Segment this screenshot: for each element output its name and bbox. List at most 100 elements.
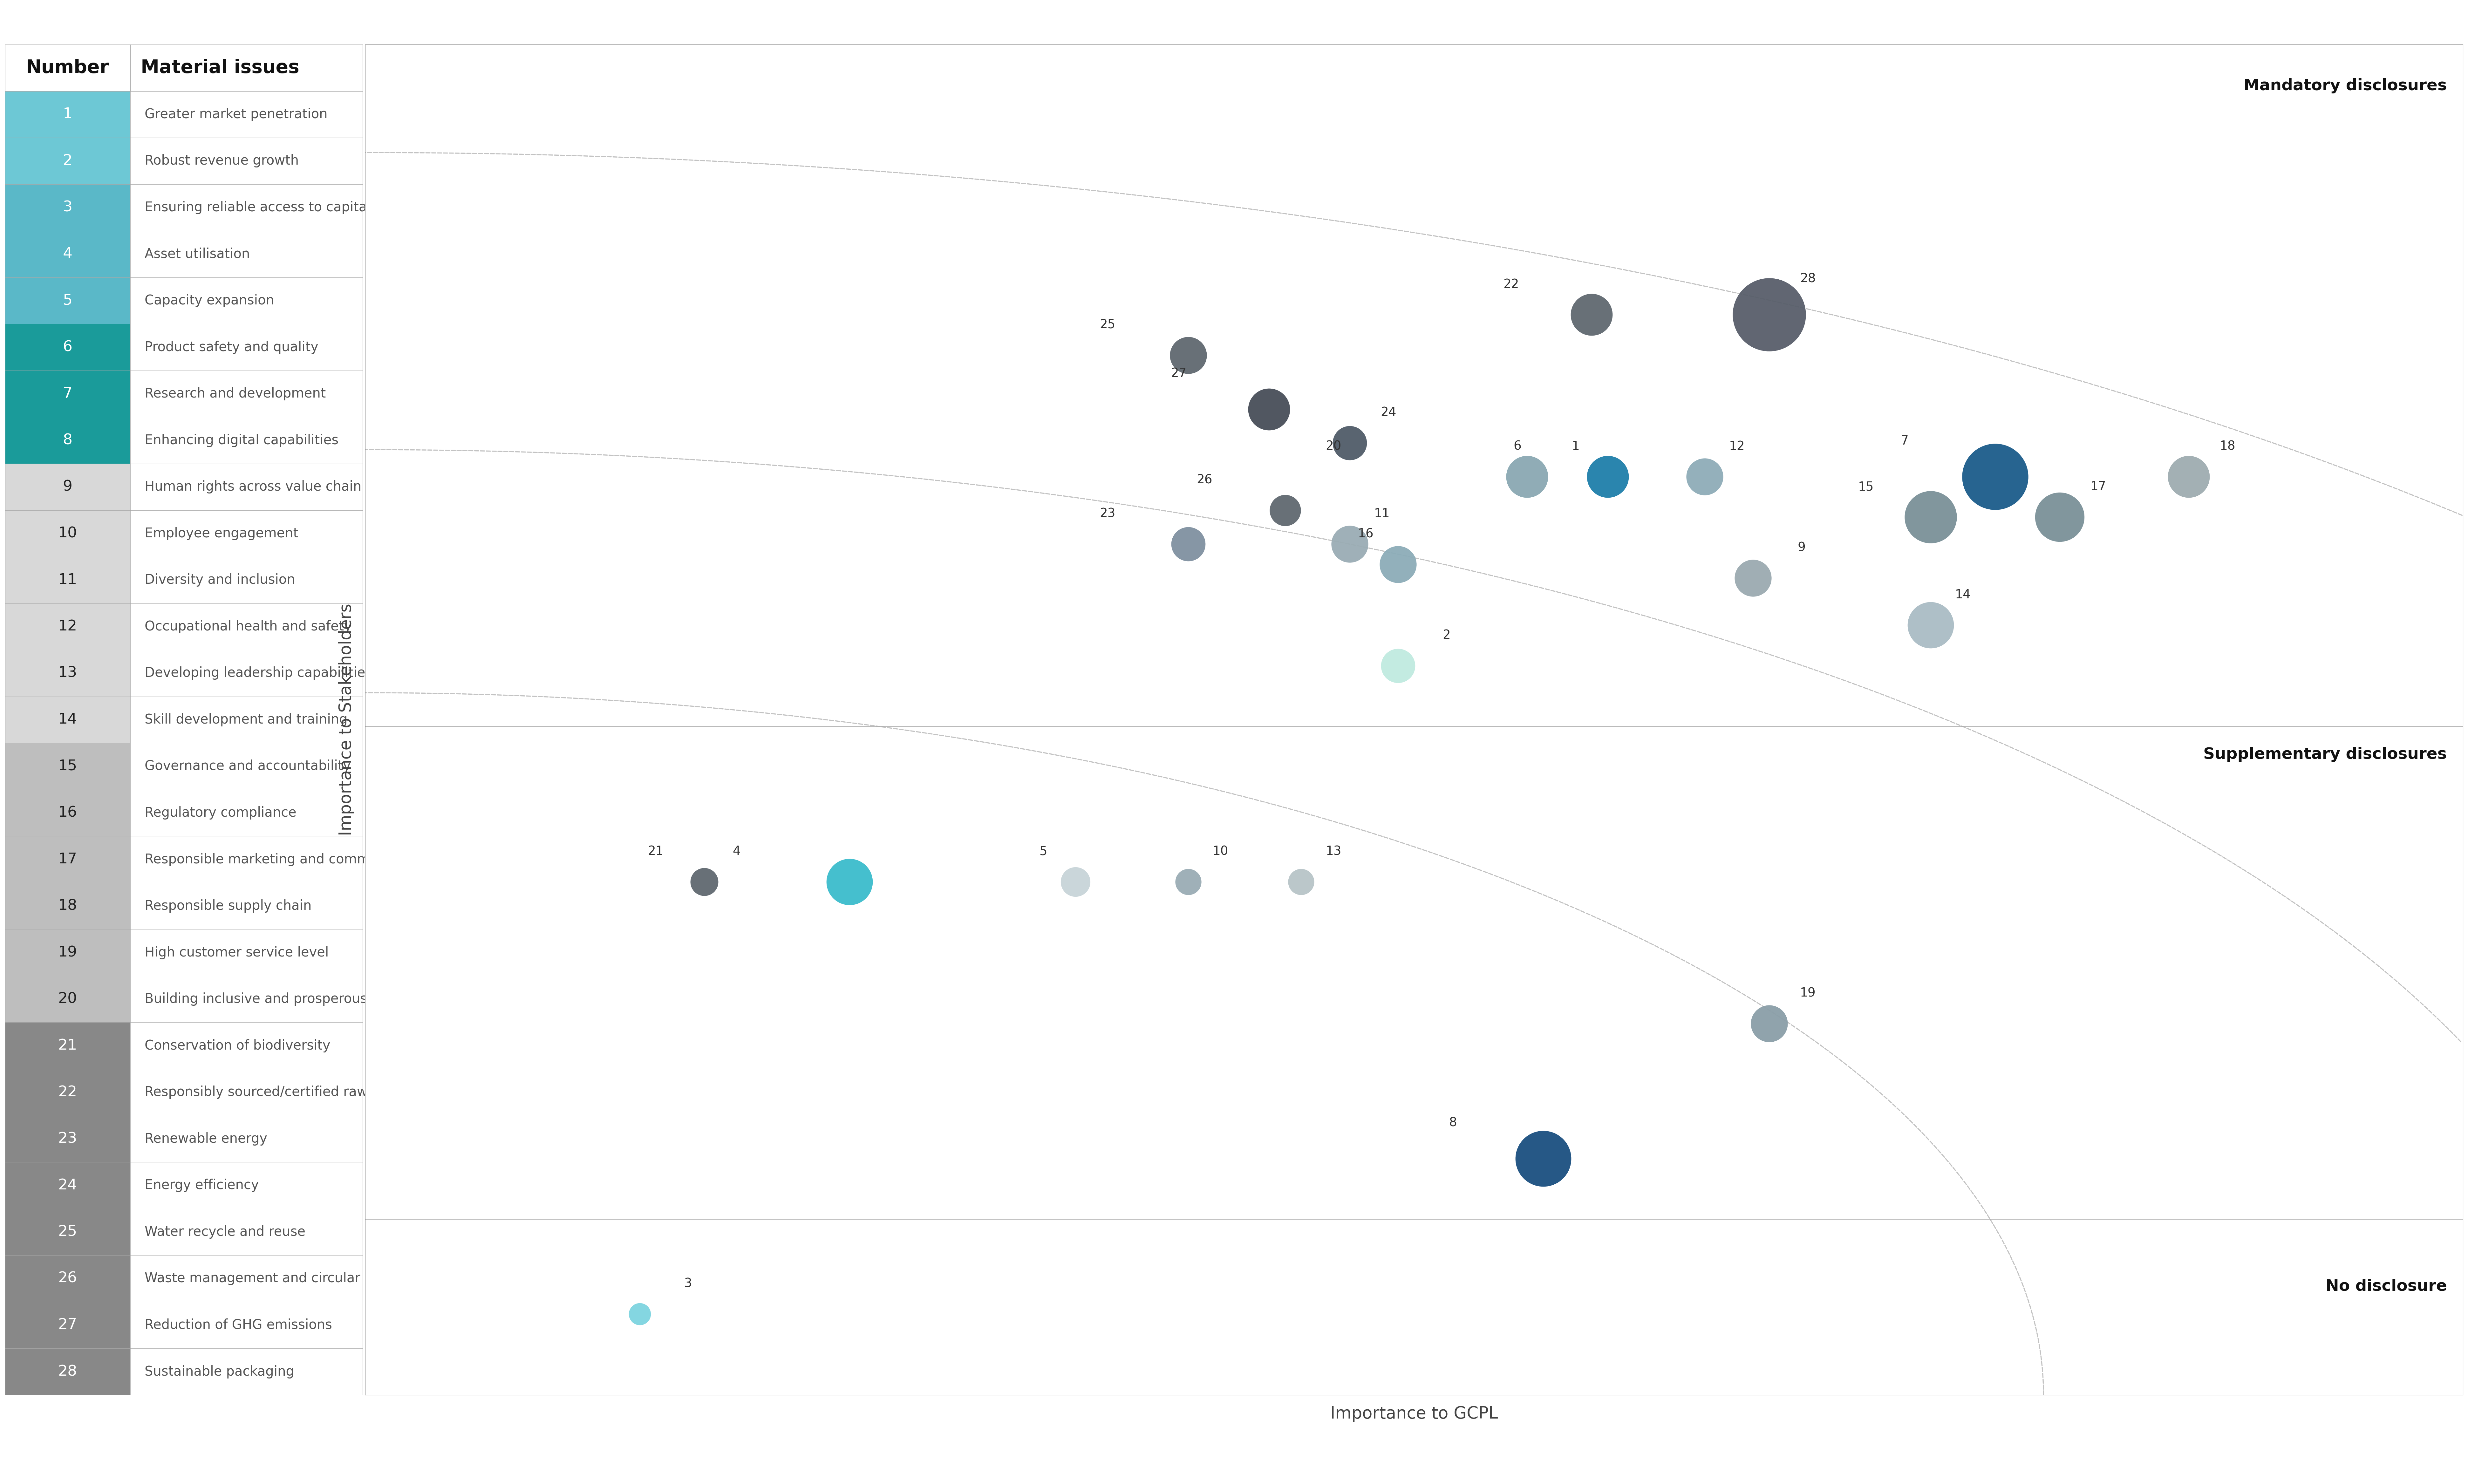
Text: Diversity and inclusion: Diversity and inclusion <box>146 573 296 586</box>
Point <box>1572 303 1612 326</box>
Text: Sustainable packaging: Sustainable packaging <box>146 1365 294 1379</box>
Text: Supplementary disclosures: Supplementary disclosures <box>2204 746 2446 761</box>
Bar <box>5 1022 131 1068</box>
Point <box>1167 343 1207 367</box>
Text: 22: 22 <box>1503 278 1518 291</box>
Text: Human rights across value chain: Human rights across value chain <box>146 481 360 494</box>
Text: 11: 11 <box>1375 508 1389 519</box>
Bar <box>5 91 131 138</box>
Text: 7: 7 <box>62 387 72 401</box>
Text: Regulatory compliance: Regulatory compliance <box>146 806 296 819</box>
Point <box>684 870 723 893</box>
Text: 8: 8 <box>1449 1117 1456 1129</box>
Point <box>1508 464 1547 488</box>
Bar <box>131 1255 363 1301</box>
Bar <box>5 371 131 417</box>
Text: 1: 1 <box>1572 441 1580 453</box>
Text: 12: 12 <box>57 619 77 634</box>
Bar <box>131 510 363 556</box>
Text: 10: 10 <box>59 527 77 540</box>
Point <box>1266 499 1306 522</box>
Text: 25: 25 <box>57 1224 77 1239</box>
Text: 4: 4 <box>733 846 740 858</box>
Text: 27: 27 <box>59 1318 77 1333</box>
Text: 17: 17 <box>2090 481 2105 493</box>
Point <box>1377 552 1417 576</box>
Bar <box>5 1162 131 1208</box>
Point <box>1910 613 1950 637</box>
Text: 7: 7 <box>1900 435 1908 447</box>
Bar <box>131 1301 363 1349</box>
Text: 23: 23 <box>1101 508 1116 519</box>
Text: Robust revenue growth: Robust revenue growth <box>146 154 299 168</box>
Text: 18: 18 <box>57 899 77 913</box>
Point <box>1249 398 1288 421</box>
Text: 16: 16 <box>1357 528 1375 540</box>
Bar <box>5 835 131 883</box>
Point <box>1377 654 1417 678</box>
Text: Greater market penetration: Greater market penetration <box>146 108 328 122</box>
Text: Number: Number <box>27 59 109 77</box>
Bar <box>131 1208 363 1255</box>
Text: 19: 19 <box>57 945 77 960</box>
Point <box>1750 303 1789 326</box>
Bar <box>5 510 131 556</box>
Point <box>1733 565 1772 589</box>
Bar <box>5 417 131 463</box>
Point <box>1587 464 1626 488</box>
Text: Developing leadership capabilities: Developing leadership capabilities <box>146 666 373 680</box>
Point <box>829 870 869 893</box>
Text: 9: 9 <box>62 479 72 494</box>
Point <box>1508 464 1547 488</box>
Text: 24: 24 <box>1380 407 1397 418</box>
Text: 17: 17 <box>59 852 77 867</box>
Bar <box>131 1068 363 1116</box>
Bar <box>131 929 363 976</box>
Text: 11: 11 <box>57 573 77 588</box>
Point <box>1167 533 1207 556</box>
Text: 20: 20 <box>1325 441 1340 453</box>
Bar <box>5 976 131 1022</box>
Point <box>619 1301 659 1325</box>
Text: 27: 27 <box>1170 368 1187 380</box>
Text: Product safety and quality: Product safety and quality <box>146 340 318 353</box>
Bar <box>131 835 363 883</box>
Text: 26: 26 <box>59 1272 77 1285</box>
Point <box>2169 464 2209 488</box>
Text: 21: 21 <box>57 1039 77 1052</box>
Text: 4: 4 <box>62 246 72 261</box>
Bar <box>131 743 363 789</box>
Text: Governance and accountability: Governance and accountability <box>146 760 350 773</box>
Bar <box>131 1349 363 1395</box>
Point <box>1750 1012 1789 1036</box>
Bar <box>5 556 131 604</box>
Text: Reduction of GHG emissions: Reduction of GHG emissions <box>146 1318 333 1331</box>
Text: Conservation of biodiversity: Conservation of biodiversity <box>146 1039 331 1052</box>
Bar <box>5 324 131 371</box>
Text: High customer service level: High customer service level <box>146 945 328 959</box>
X-axis label: Importance to GCPL: Importance to GCPL <box>1330 1405 1498 1422</box>
Text: Renewable energy: Renewable energy <box>146 1132 267 1146</box>
Text: Energy efficiency: Energy efficiency <box>146 1178 259 1192</box>
Bar <box>5 1116 131 1162</box>
Text: 9: 9 <box>1797 542 1807 554</box>
Text: 2: 2 <box>62 154 72 168</box>
Point <box>1686 464 1725 488</box>
Text: 20: 20 <box>59 991 77 1006</box>
Point <box>1330 430 1370 454</box>
Text: 19: 19 <box>1799 987 1816 999</box>
Bar <box>5 789 131 835</box>
Text: 3: 3 <box>62 200 72 215</box>
Text: 1: 1 <box>62 107 72 122</box>
Point <box>1281 870 1320 893</box>
Point <box>1523 1147 1562 1171</box>
Text: Building inclusive and prosperous communities: Building inclusive and prosperous commun… <box>146 993 457 1006</box>
Text: 25: 25 <box>1101 319 1116 331</box>
Bar <box>131 232 363 278</box>
Text: Responsible supply chain: Responsible supply chain <box>146 899 311 913</box>
Bar <box>131 650 363 696</box>
Bar <box>131 789 363 835</box>
Text: 13: 13 <box>57 666 77 680</box>
Text: 5: 5 <box>62 294 72 307</box>
Bar <box>131 91 363 138</box>
